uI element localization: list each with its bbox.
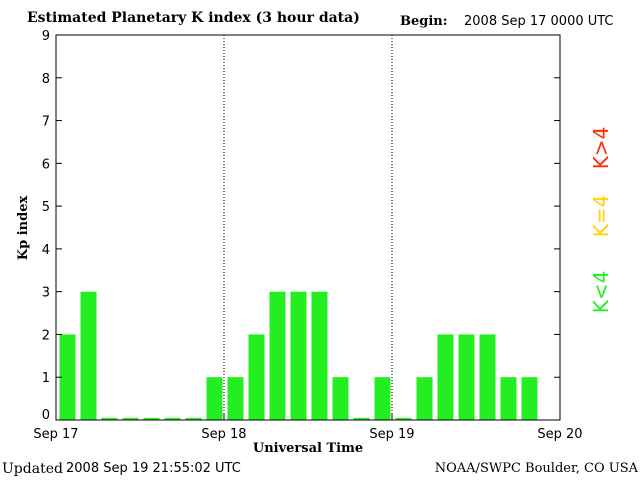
y-tick-label: 5 <box>42 200 50 215</box>
updated-value: 2008 Sep 19 21:55:02 UTC <box>66 461 241 476</box>
kp-bar <box>500 377 517 420</box>
kp-bar <box>353 417 370 420</box>
kp-bar <box>143 417 160 420</box>
kp-bar <box>479 334 496 420</box>
kp-bar <box>122 417 139 420</box>
x-tick-label: Sep 20 <box>537 427 582 442</box>
y-tick-label: 4 <box>42 243 50 258</box>
plot-frame <box>55 34 561 421</box>
chart-title: Estimated Planetary K index (3 hour data… <box>27 10 360 26</box>
kp-bar <box>227 377 244 420</box>
legend: K>4 K=4 K<4 <box>589 127 613 314</box>
begin-label: Begin: <box>400 14 448 29</box>
x-tick-label: Sep 18 <box>201 427 246 442</box>
kp-bar <box>59 334 76 420</box>
y-tick-label: 2 <box>42 328 50 343</box>
y-tick-label: 8 <box>42 72 50 87</box>
begin-value: 2008 Sep 17 0000 UTC <box>464 14 614 29</box>
kp-bar <box>374 377 391 420</box>
y-axis-title: Kp index <box>16 196 31 261</box>
legend-kgt4: K>4 <box>589 127 613 170</box>
y-tick-label: 6 <box>42 157 50 172</box>
kp-bar <box>185 417 202 420</box>
kp-bar <box>458 334 475 420</box>
kp-bar <box>248 334 265 420</box>
x-axis-title: Universal Time <box>253 441 363 456</box>
bars-layer <box>59 291 538 420</box>
x-tick-label: Sep 19 <box>369 427 414 442</box>
y-tick-label: 0 <box>42 408 50 423</box>
kp-bar <box>164 417 181 420</box>
kp-bar <box>437 334 454 420</box>
x-tick-label: Sep 17 <box>33 427 78 442</box>
kp-bar <box>311 291 328 420</box>
kp-bar <box>80 291 97 420</box>
kp-bar <box>416 377 433 420</box>
kp-bar <box>395 417 412 420</box>
grid-layer <box>223 35 393 420</box>
kp-bar <box>206 377 223 420</box>
y-tick-label: 1 <box>42 371 50 386</box>
kp-bar <box>290 291 307 420</box>
updated-label: Updated <box>2 461 63 477</box>
kp-bar <box>332 377 349 420</box>
kp-bar <box>521 377 538 420</box>
labels-layer: Universal Time Kp index 0 1 2 3 4 5 6 7 8 9 Sep 17… <box>16 29 583 456</box>
legend-klt4: K<4 <box>589 271 613 314</box>
axes-layer <box>55 34 561 421</box>
kp-bar <box>269 291 286 420</box>
kp-bar <box>101 417 118 420</box>
y-tick-label: 9 <box>42 29 50 44</box>
credit-text: NOAA/SWPC Boulder, CO USA <box>434 461 638 476</box>
y-tick-label: 3 <box>42 286 50 301</box>
y-tick-label: 7 <box>42 115 50 130</box>
legend-keq4: K=4 <box>589 195 613 238</box>
